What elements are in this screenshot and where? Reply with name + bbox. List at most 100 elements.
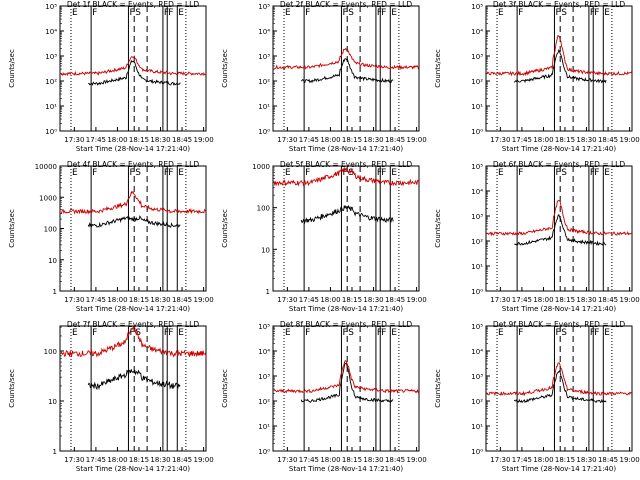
x-axis-label: Start Time (28-Nov-14 17:21:40)	[76, 145, 190, 153]
time-marker-label: E	[498, 8, 504, 18]
y-tick-label: 1	[53, 448, 57, 456]
x-tick-label: 18:00	[320, 136, 340, 144]
time-marker-label: F	[305, 328, 310, 338]
y-tick-label: 10⁵	[471, 323, 483, 331]
y-tick-label: 10³	[471, 53, 483, 61]
y-tick-label: 100	[44, 226, 57, 234]
y-tick-label: 1	[53, 288, 57, 296]
time-marker-label: F	[381, 8, 386, 18]
y-axis-label: Counts/sec	[434, 49, 442, 88]
y-tick-label: 10¹	[258, 423, 270, 431]
time-marker-label: F	[92, 8, 97, 18]
panel-title: Det 1f BLACK = Events, RED = LLD	[67, 0, 200, 9]
time-marker-label: F	[377, 8, 382, 18]
x-tick-label: 19:00	[194, 296, 214, 304]
time-marker-label: F	[164, 328, 169, 338]
y-tick-label: 10⁵	[258, 3, 270, 11]
time-marker-label: F	[129, 328, 134, 338]
lld-series-line	[60, 190, 207, 215]
x-tick-label: 17:45	[512, 136, 532, 144]
y-axis-label: Counts/sec	[8, 369, 16, 408]
time-marker-label: F	[594, 8, 599, 18]
x-tick-label: 17:45	[512, 456, 532, 464]
x-tick-label: 17:30	[277, 296, 297, 304]
y-tick-label: 10⁴	[471, 28, 483, 36]
x-axis-label: Start Time (28-Nov-14 17:21:40)	[502, 305, 616, 313]
time-marker-label: E	[285, 168, 291, 178]
time-marker-label: F	[305, 8, 310, 18]
time-marker-label: S	[348, 328, 354, 338]
x-tick-label: 18:15	[342, 456, 362, 464]
lld-series-line	[60, 55, 207, 77]
y-tick-label: 10²	[45, 78, 57, 86]
detector-panel: Det 4f BLACK = Events, RED = LLD 1 10 100 10…	[8, 160, 214, 313]
time-marker-label: F	[305, 168, 310, 178]
events-series-line	[514, 213, 607, 246]
y-tick-label: 10¹	[45, 103, 57, 111]
y-tick-label: 10⁰	[471, 128, 483, 136]
y-tick-label: 10	[261, 246, 270, 254]
panel-title: Det 6f BLACK = Events, RED = LLD	[493, 160, 626, 169]
y-axis-label: Counts/sec	[8, 49, 16, 88]
x-tick-label: 18:00	[107, 456, 127, 464]
x-tick-label: 17:45	[86, 456, 106, 464]
y-tick-label: 100	[257, 205, 270, 213]
lld-series-line	[60, 326, 207, 358]
time-marker-label: E	[178, 328, 184, 338]
detector-panel: Det 3f BLACK = Events, RED = LLD 10⁰ 10¹ 10…	[434, 0, 640, 153]
x-tick-label: 17:45	[299, 136, 319, 144]
y-tick-label: 10⁵	[471, 3, 483, 11]
y-tick-label: 10⁴	[258, 28, 270, 36]
x-axis-label: Start Time (28-Nov-14 17:21:40)	[502, 465, 616, 473]
y-tick-label: 10⁰	[471, 448, 483, 456]
lld-series-line	[273, 166, 420, 187]
time-marker-label: S	[561, 8, 567, 18]
x-tick-label: 19:00	[620, 296, 640, 304]
x-axis-label: Start Time (28-Nov-14 17:21:40)	[76, 305, 190, 313]
time-marker-label: E	[285, 8, 291, 18]
y-tick-label: 10²	[471, 78, 483, 86]
time-marker-label: F	[518, 168, 523, 178]
x-tick-label: 18:15	[342, 296, 362, 304]
y-axis-label: Counts/sec	[221, 209, 229, 248]
x-tick-label: 18:00	[320, 296, 340, 304]
time-marker-label: F	[129, 8, 134, 18]
time-marker-label: E	[604, 168, 610, 178]
x-tick-label: 18:15	[555, 296, 575, 304]
y-tick-label: 10¹	[258, 103, 270, 111]
time-marker-label: S	[135, 8, 141, 18]
y-tick-label: 10³	[471, 213, 483, 221]
x-tick-label: 18:30	[150, 296, 170, 304]
x-tick-label: 18:45	[385, 136, 405, 144]
time-marker-label: E	[391, 328, 397, 338]
x-tick-label: 18:45	[172, 456, 192, 464]
time-marker-label: F	[555, 8, 560, 18]
x-tick-label: 18:15	[129, 296, 149, 304]
time-marker-label: F	[168, 168, 173, 178]
events-series-line	[513, 49, 607, 84]
x-tick-label: 17:45	[299, 296, 319, 304]
y-tick-label: 10	[48, 398, 57, 406]
x-tick-label: 17:30	[490, 456, 510, 464]
plot-frame	[272, 325, 420, 452]
y-tick-label: 1	[266, 288, 270, 296]
time-marker-label: S	[135, 168, 141, 178]
time-marker-label: E	[391, 8, 397, 18]
x-tick-label: 19:00	[194, 456, 214, 464]
time-marker-label: S	[561, 328, 567, 338]
x-tick-label: 18:15	[342, 136, 362, 144]
events-series-line	[88, 59, 181, 86]
x-tick-label: 18:00	[533, 136, 553, 144]
x-tick-label: 18:30	[363, 136, 383, 144]
x-tick-label: 19:00	[194, 136, 214, 144]
plot-frame	[485, 165, 633, 292]
y-tick-label: 10²	[471, 398, 483, 406]
y-tick-label: 1000	[39, 194, 57, 202]
time-marker-label: E	[178, 168, 184, 178]
x-tick-label: 18:45	[172, 296, 192, 304]
time-marker-label: F	[590, 328, 595, 338]
y-tick-label: 10⁴	[471, 188, 483, 196]
plot-frame	[272, 5, 420, 132]
time-marker-label: F	[168, 8, 173, 18]
y-tick-label: 10¹	[471, 423, 483, 431]
